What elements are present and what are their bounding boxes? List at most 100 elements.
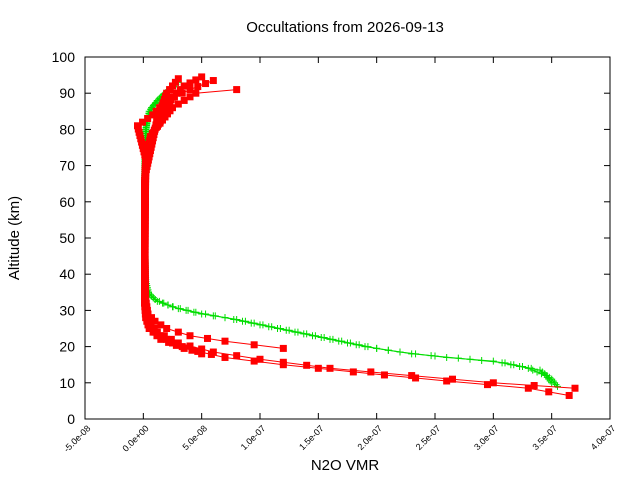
data-point [186,332,194,340]
data-point [408,350,416,358]
data-point [174,100,182,108]
data-point [349,368,357,376]
y-tick-label: 70 [59,158,75,174]
data-point [294,328,302,336]
data-point [408,372,416,380]
data-point [571,384,579,392]
data-point [178,343,186,351]
data-point [157,335,165,343]
y-tick-label: 90 [59,85,75,101]
x-tick-label: 2.5e-07 [414,423,443,452]
data-point [188,346,196,354]
data-point [186,93,194,101]
data-point [198,350,206,358]
data-point [149,111,157,119]
data-point [443,377,451,385]
data-point [144,115,152,123]
data-point [172,89,180,97]
data-point [192,89,200,97]
data-point [396,348,404,356]
data-point [373,344,381,352]
data-point [174,328,182,336]
data-point [279,358,287,366]
data-point [169,93,176,101]
data-point [233,315,241,323]
data-point [279,344,287,352]
data-point [186,342,194,350]
y-tick-label: 20 [59,339,75,355]
data-point [145,317,153,325]
data-point [250,341,258,349]
data-point [346,339,354,347]
data-point [501,359,509,367]
plot-layer [134,73,579,399]
y-axis-label: Altitude (km) [6,196,23,280]
data-point [314,364,322,372]
data-point [489,379,497,387]
data-point [519,363,526,371]
data-point [180,96,188,104]
data-point [529,366,537,374]
data-point [147,321,155,329]
x-tick-label: 5.0e-08 [180,423,209,452]
data-point [157,332,165,340]
data-point [285,326,293,334]
data-point [233,352,241,360]
data-point [204,334,211,342]
data-point [510,361,518,369]
data-point [163,325,171,332]
data-point [209,348,217,356]
data-point [326,364,334,372]
data-point [198,73,206,81]
data-point [250,319,258,327]
data-point [194,347,202,355]
data-point [174,339,182,347]
data-point [169,339,176,347]
data-point [276,325,284,332]
data-point [484,381,491,389]
data-point [256,355,264,363]
series-line [144,89,570,396]
data-point [194,83,202,91]
data-point [221,314,229,322]
data-point [169,82,176,90]
data-point [209,312,217,320]
data-point [268,323,276,331]
data-point [221,353,229,361]
data-point [329,335,337,343]
data-point [169,104,176,112]
data-point [151,328,159,336]
data-point [431,352,439,360]
data-point [148,314,155,322]
data-point [355,341,363,349]
data-point [169,303,177,311]
data-point [367,368,375,376]
data-point [180,82,188,90]
y-tick-label: 10 [59,375,75,391]
data-point [384,346,392,354]
data-point [524,384,532,392]
x-tick-label: 3.0e-07 [472,423,501,452]
y-tick-label: 80 [59,121,75,137]
x-tick-label: 3.5e-07 [530,423,559,452]
x-axis-label: N2O VMR [311,457,380,474]
data-point [209,77,217,85]
data-point [151,317,159,325]
data-point [163,335,171,343]
data-point [145,325,153,332]
data-point [478,357,486,365]
data-point [159,299,167,307]
y-tick-label: 0 [67,411,75,427]
data-point [198,310,206,318]
data-point [303,330,311,338]
data-point [174,305,182,313]
data-point [153,332,161,340]
data-point [174,75,182,83]
data-point [163,89,171,97]
data-point [549,377,557,385]
data-point [149,325,157,332]
data-point [364,343,372,351]
data-point [380,371,388,379]
data-point [545,388,553,396]
